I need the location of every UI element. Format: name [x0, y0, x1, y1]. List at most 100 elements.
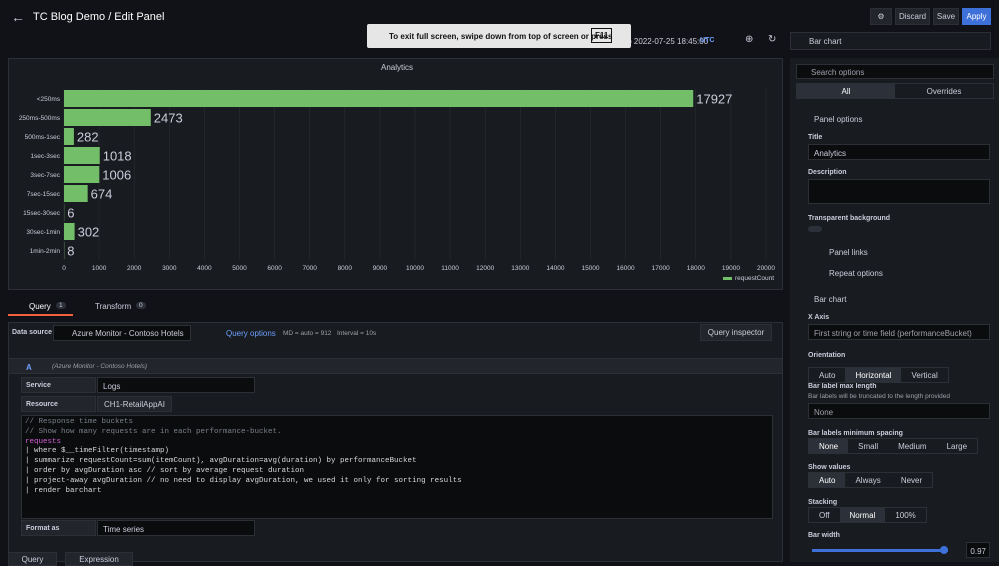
query-inspector-button[interactable]: Query inspector [700, 324, 772, 341]
y-tick-label: 1min-2min [30, 248, 61, 255]
xaxis-select[interactable]: First string or time field (performanceB… [808, 324, 990, 340]
segment[interactable]: Small [848, 439, 888, 453]
title-value: Analytics [814, 149, 846, 158]
refresh-icon[interactable]: ↻ [768, 34, 776, 45]
fullscreen-toast: To exit full screen, swipe down from top… [367, 24, 631, 48]
segment[interactable]: Horizontal [845, 368, 901, 382]
query-header: A (Azure Monitor - Contoso Hotels) [8, 358, 783, 374]
section-title[interactable]: Bar chart [814, 295, 846, 304]
field-label: Description [808, 169, 847, 176]
zoom-icon[interactable]: ⊕ [745, 34, 753, 45]
toast-key: F11 [591, 28, 612, 43]
field-label: Stacking [808, 499, 837, 506]
field-label: Bar labels minimum spacing [808, 430, 903, 437]
visualization-picker[interactable]: Bar chart [790, 32, 991, 50]
data-source-picker[interactable]: Azure Monitor - Contoso Hotels [53, 325, 191, 341]
segment[interactable]: None [809, 439, 848, 453]
field-label: Orientation [808, 352, 845, 359]
x-tick-label: 9000 [373, 265, 388, 272]
description-input[interactable] [808, 179, 990, 204]
query-options[interactable]: Query options [226, 329, 276, 338]
segment[interactable]: Off [809, 508, 840, 522]
code-line: | project-away avgDuration // no need to… [25, 477, 462, 485]
format-select[interactable]: Time series [97, 520, 255, 536]
resource-label: Resource [26, 401, 58, 408]
y-tick-label: 250ms-500ms [19, 115, 61, 122]
y-tick-label: 30sec-1min [26, 229, 60, 236]
add-query-button[interactable]: Query [8, 552, 57, 566]
back-arrow[interactable]: ← [11, 9, 25, 25]
xaxis-value: First string or time field (performanceB… [814, 329, 972, 338]
bar [64, 90, 693, 107]
add-expression-button[interactable]: Expression [65, 552, 133, 566]
data-source-name: Azure Monitor - Contoso Hotels [72, 329, 184, 338]
y-tick-label: <250ms [37, 96, 61, 103]
section-title[interactable]: Repeat options [829, 269, 883, 278]
code-line: // Show how many requests are in each pe… [25, 428, 282, 436]
field-label: Transparent background [808, 215, 890, 222]
service-label-box: Service [21, 377, 96, 393]
code-line: | summarize requestCount=sum(itemCount),… [25, 457, 417, 465]
segment[interactable]: Normal [840, 508, 886, 522]
x-tick-label: 10000 [406, 265, 424, 272]
segment[interactable]: Auto [809, 368, 845, 382]
bar [64, 128, 74, 145]
tab-all[interactable]: All [797, 84, 895, 98]
transparent-switch[interactable] [808, 226, 822, 232]
field-label: Show values [808, 464, 850, 471]
bar-width-input[interactable]: 0.97 [966, 542, 990, 558]
section-title[interactable]: Panel links [829, 248, 868, 257]
tab-overrides[interactable]: Overrides [895, 84, 993, 98]
save-button[interactable]: Save [933, 8, 959, 25]
x-tick-label: 14000 [546, 265, 564, 272]
bar-width-value: 0.97 [970, 547, 986, 556]
y-tick-label: 1sec-3sec [30, 153, 60, 160]
slider-knob[interactable] [940, 546, 948, 554]
format-label: Format as [26, 525, 59, 532]
segment[interactable]: Vertical [901, 368, 947, 382]
value-label: 674 [91, 187, 113, 202]
max-length-input[interactable]: None [808, 403, 990, 419]
time-zone[interactable]: UTC [700, 37, 714, 44]
segment[interactable]: Auto [809, 473, 845, 487]
x-tick-label: 3000 [162, 265, 177, 272]
discard-button[interactable]: Discard [895, 8, 930, 25]
query-interval: Interval = 10s [337, 330, 376, 337]
tab-label[interactable]: Transform [95, 302, 131, 311]
apply-button[interactable]: Apply [962, 8, 991, 25]
x-tick-label: 4000 [197, 265, 212, 272]
title-input[interactable]: Analytics [808, 144, 990, 160]
bar [64, 223, 75, 240]
tab-label[interactable]: Query [29, 302, 51, 311]
y-tick-label: 15sec-30sec [23, 210, 61, 217]
code-line: | render barchart [25, 487, 102, 495]
field-label: Title [808, 134, 822, 141]
format-value: Time series [103, 525, 144, 534]
resource-button[interactable]: CH1-RetailAppAI [97, 396, 172, 412]
service-select[interactable]: Logs [97, 377, 255, 393]
segment[interactable]: Medium [888, 439, 936, 453]
section-title[interactable]: Panel options [814, 115, 862, 124]
x-tick-label: 11000 [441, 265, 459, 272]
x-tick-label: 17000 [652, 265, 670, 272]
settings-button[interactable]: ⚙ [870, 8, 892, 25]
search-box[interactable]: Search options [796, 64, 994, 79]
resource-label-box: Resource [21, 396, 96, 412]
value-label: 2473 [154, 111, 183, 126]
x-tick-label: 1000 [92, 265, 107, 272]
slider-track[interactable] [812, 549, 948, 552]
code-editor[interactable]: // Response time buckets// Show how many… [21, 415, 773, 519]
segment[interactable]: 100% [885, 508, 925, 522]
segment[interactable]: Large [937, 439, 977, 453]
field-label: X Axis [808, 314, 829, 321]
segment[interactable]: Never [891, 473, 932, 487]
y-tick-label: 500ms-1sec [25, 134, 61, 141]
page-title: TC Blog Demo / Edit Panel [33, 11, 164, 23]
segment[interactable]: Always [845, 473, 890, 487]
time-range[interactable]: to 2022-07-25 18:45:00 [625, 37, 708, 46]
max-length-placeholder: None [814, 408, 833, 417]
